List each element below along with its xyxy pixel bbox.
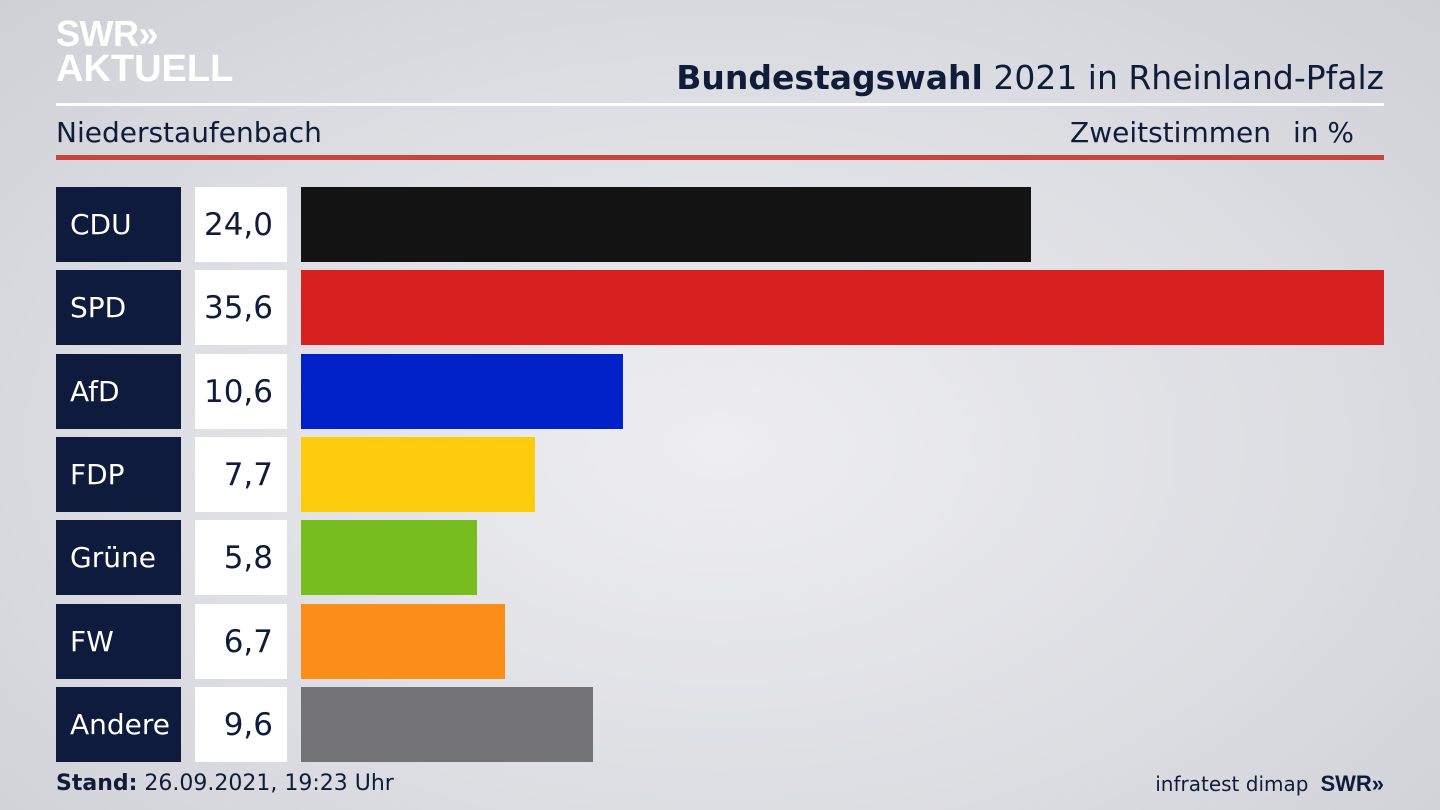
logo-line-swr: SWR» <box>56 13 159 54</box>
measure-name: Zweitstimmen <box>1070 116 1271 149</box>
bar-fw <box>301 604 505 679</box>
value-label-fdp: 7,7 <box>195 437 287 512</box>
logo-line-aktuell: AKTUELL <box>56 48 234 90</box>
results-bar-chart: CDU 24,0 SPD 35,6 AfD 10,6 FDP 7,7 Grüne 5,8 FW 6,7… <box>56 187 1384 762</box>
swr-aktuell-logo: SWR» AKTUELL <box>56 13 234 90</box>
swr-footer-logo: SWR» <box>1320 771 1384 796</box>
value-label-afd: 10,6 <box>195 354 287 429</box>
bar-fdp <box>301 437 535 512</box>
page-title: Bundestagswahl 2021 in Rheinland-Pfalz <box>676 58 1384 97</box>
value-label-andere: 9,6 <box>195 687 287 762</box>
party-label-cdu: CDU <box>56 187 181 262</box>
region-label: Niederstaufenbach <box>56 116 322 149</box>
timestamp: Stand: 26.09.2021, 19:23 Uhr <box>56 771 394 796</box>
bar-andere <box>301 687 593 762</box>
source-credit: infratest dimap SWR» <box>1155 771 1384 797</box>
title-bold: Bundestagswahl <box>676 58 983 97</box>
header-divider <box>56 103 1384 106</box>
measure-label: Zweitstimmen in % <box>1070 116 1354 149</box>
stand-label: Stand: <box>56 771 138 796</box>
party-label-afd: AfD <box>56 354 181 429</box>
bar-cdu <box>301 187 1031 262</box>
measure-unit: in % <box>1292 116 1354 149</box>
bar-afd <box>301 354 623 429</box>
party-label-andere: Andere <box>56 687 181 762</box>
party-label-fdp: FDP <box>56 437 181 512</box>
party-label-fw: FW <box>56 604 181 679</box>
stand-value: 26.09.2021, 19:23 Uhr <box>137 771 394 796</box>
value-label-cdu: 24,0 <box>195 187 287 262</box>
title-rest: 2021 in Rheinland-Pfalz <box>982 58 1384 97</box>
bar-spd <box>301 270 1384 345</box>
party-label-spd: SPD <box>56 270 181 345</box>
bar-grne <box>301 520 477 595</box>
accent-divider <box>56 155 1384 160</box>
value-label-grne: 5,8 <box>195 520 287 595</box>
source-label: infratest dimap <box>1155 772 1309 796</box>
party-label-grne: Grüne <box>56 520 181 595</box>
value-label-fw: 6,7 <box>195 604 287 679</box>
value-label-spd: 35,6 <box>195 270 287 345</box>
